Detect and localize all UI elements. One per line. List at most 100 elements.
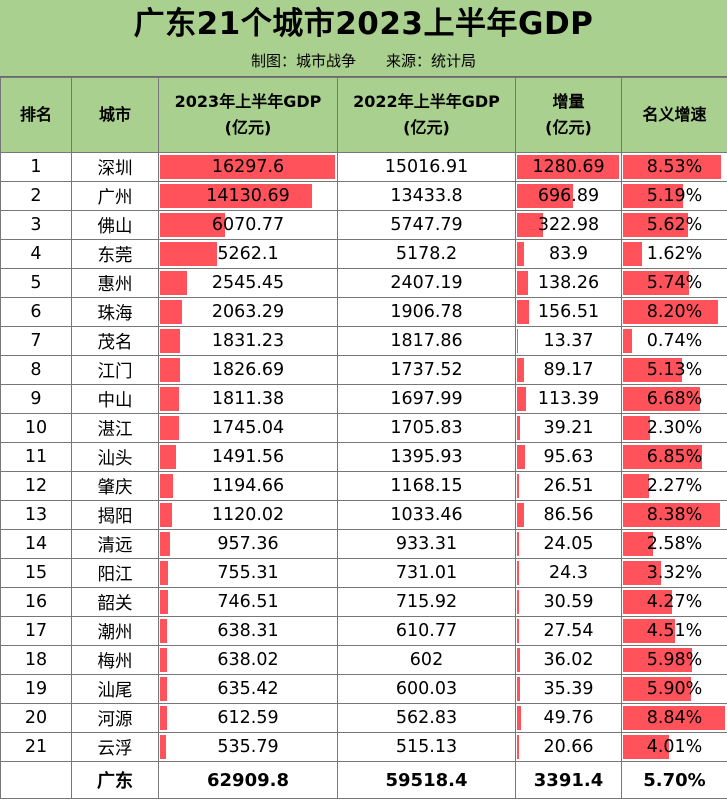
gdp2023-cell-bar — [160, 503, 172, 527]
gdp2023-cell-bar — [160, 677, 167, 701]
growth-cell-value: 5.19% — [646, 186, 703, 206]
header-growth: 名义增速 — [621, 77, 727, 153]
increase-cell-bar — [517, 271, 528, 295]
gdp2023-cell-bar — [160, 155, 335, 179]
gdp2022-cell: 1737.52 — [337, 355, 516, 385]
table-row: 17 潮州 638.31 610.77 27.54 4.51% — [0, 616, 727, 646]
growth-cell-bar — [623, 590, 672, 614]
gdp2023-cell: 535.79 — [158, 732, 338, 762]
table-row: 5 惠州 2545.45 2407.19 138.26 5.74% — [0, 268, 727, 298]
gdp2023-cell-bar — [160, 387, 179, 411]
growth-cell-bar — [623, 561, 661, 585]
city-cell: 深圳 — [71, 152, 159, 182]
growth-cell-bar — [623, 677, 691, 701]
rank-cell: 4 — [0, 239, 72, 269]
rank-cell: 13 — [0, 500, 72, 530]
gdp2023-cell-value: 2063.29 — [211, 302, 285, 322]
table-row: 20 河源 612.59 562.83 49.76 8.84% — [0, 703, 727, 733]
gdp2023-cell-bar — [160, 184, 312, 208]
total-gdp2023: 62909.8 — [158, 761, 338, 799]
growth-cell-value: 6.85% — [646, 447, 703, 467]
growth-cell-value: 6.68% — [646, 389, 703, 409]
header-gdp2023-label: 2023年上半年GDP — [174, 92, 322, 111]
increase-cell: 35.39 — [515, 674, 622, 704]
city-cell: 潮州 — [71, 616, 159, 646]
gdp2023-cell-value: 1811.38 — [211, 389, 285, 409]
growth-cell-value: 0.74% — [646, 331, 703, 351]
increase-cell-value: 322.98 — [537, 215, 600, 235]
table-row: 8 江门 1826.69 1737.52 89.17 5.13% — [0, 355, 727, 385]
total-row: 广东 62909.8 59518.4 3391.4 5.70% — [0, 761, 727, 799]
gdp2023-cell-bar — [160, 706, 167, 730]
table-row: 11 汕头 1491.56 1395.93 95.63 6.85% — [0, 442, 727, 472]
table-row: 6 珠海 2063.29 1906.78 156.51 8.20% — [0, 297, 727, 327]
growth-cell: 4.27% — [621, 587, 727, 617]
increase-cell-value: 36.02 — [543, 650, 594, 670]
gdp2023-cell: 1120.02 — [158, 500, 338, 530]
rank-cell: 9 — [0, 384, 72, 414]
gdp2023-cell-value: 638.02 — [217, 650, 279, 670]
gdp2022-cell: 15016.91 — [337, 152, 516, 182]
growth-cell: 5.19% — [621, 181, 727, 211]
growth-cell-value: 8.84% — [646, 708, 703, 728]
growth-cell-bar — [623, 532, 653, 556]
city-cell: 肇庆 — [71, 471, 159, 501]
gdp2022-cell: 562.83 — [337, 703, 516, 733]
rank-cell: 21 — [0, 732, 72, 762]
subtitle: 制图：城市战争 来源：统计局 — [0, 48, 727, 77]
growth-cell: 6.68% — [621, 384, 727, 414]
growth-cell: 1.62% — [621, 239, 727, 269]
growth-cell-value: 5.98% — [646, 650, 703, 670]
increase-cell-value: 113.39 — [537, 389, 600, 409]
growth-cell-bar — [623, 213, 688, 237]
gdp2023-cell: 1491.56 — [158, 442, 338, 472]
gdp2022-cell: 1697.99 — [337, 384, 516, 414]
growth-cell-bar — [623, 184, 683, 208]
increase-cell-value: 86.56 — [543, 505, 594, 525]
growth-cell: 4.01% — [621, 732, 727, 762]
increase-cell-bar — [517, 532, 519, 556]
city-cell: 江门 — [71, 355, 159, 385]
gdp2023-cell: 755.31 — [158, 558, 338, 588]
table-row: 4 东莞 5262.1 5178.2 83.9 1.62% — [0, 239, 727, 269]
rank-cell: 14 — [0, 529, 72, 559]
growth-cell-value: 4.27% — [646, 592, 703, 612]
gdp2022-cell: 600.03 — [337, 674, 516, 704]
increase-cell: 39.21 — [515, 413, 622, 443]
growth-cell: 8.38% — [621, 500, 727, 530]
gdp2023-cell: 16297.6 — [158, 152, 338, 182]
gdp2023-cell: 1826.69 — [158, 355, 338, 385]
city-cell: 珠海 — [71, 297, 159, 327]
gdp2023-cell-value: 1194.66 — [211, 476, 285, 496]
growth-cell: 2.27% — [621, 471, 727, 501]
rank-cell: 10 — [0, 413, 72, 443]
increase-cell-bar — [517, 590, 519, 614]
increase-cell-value: 27.54 — [543, 621, 594, 641]
gdp2022-cell: 731.01 — [337, 558, 516, 588]
growth-cell-value: 8.53% — [646, 157, 703, 177]
increase-cell: 1280.69 — [515, 152, 622, 182]
gdp2023-cell: 635.42 — [158, 674, 338, 704]
gdp2023-cell: 1831.23 — [158, 326, 338, 356]
growth-cell: 5.90% — [621, 674, 727, 704]
rank-cell: 16 — [0, 587, 72, 617]
city-cell: 揭阳 — [71, 500, 159, 530]
city-cell: 汕头 — [71, 442, 159, 472]
growth-cell-bar — [623, 271, 689, 295]
rank-cell: 6 — [0, 297, 72, 327]
gdp2023-cell-value: 14130.69 — [206, 186, 290, 206]
growth-cell-value: 5.74% — [646, 273, 703, 293]
gdp2023-cell-value: 16297.6 — [211, 157, 285, 177]
table-row: 10 湛江 1745.04 1705.83 39.21 2.30% — [0, 413, 727, 443]
header-increase-unit: (亿元) — [545, 118, 592, 137]
growth-cell-bar — [623, 474, 649, 498]
growth-cell: 5.13% — [621, 355, 727, 385]
growth-cell-value: 1.62% — [646, 244, 703, 264]
growth-cell-value: 5.62% — [646, 215, 703, 235]
increase-cell: 83.9 — [515, 239, 622, 269]
increase-cell: 696.89 — [515, 181, 622, 211]
increase-cell-value: 30.59 — [543, 592, 594, 612]
gdp2023-cell-bar — [160, 532, 170, 556]
header-gdp2022: 2022年上半年GDP (亿元) — [337, 77, 516, 153]
